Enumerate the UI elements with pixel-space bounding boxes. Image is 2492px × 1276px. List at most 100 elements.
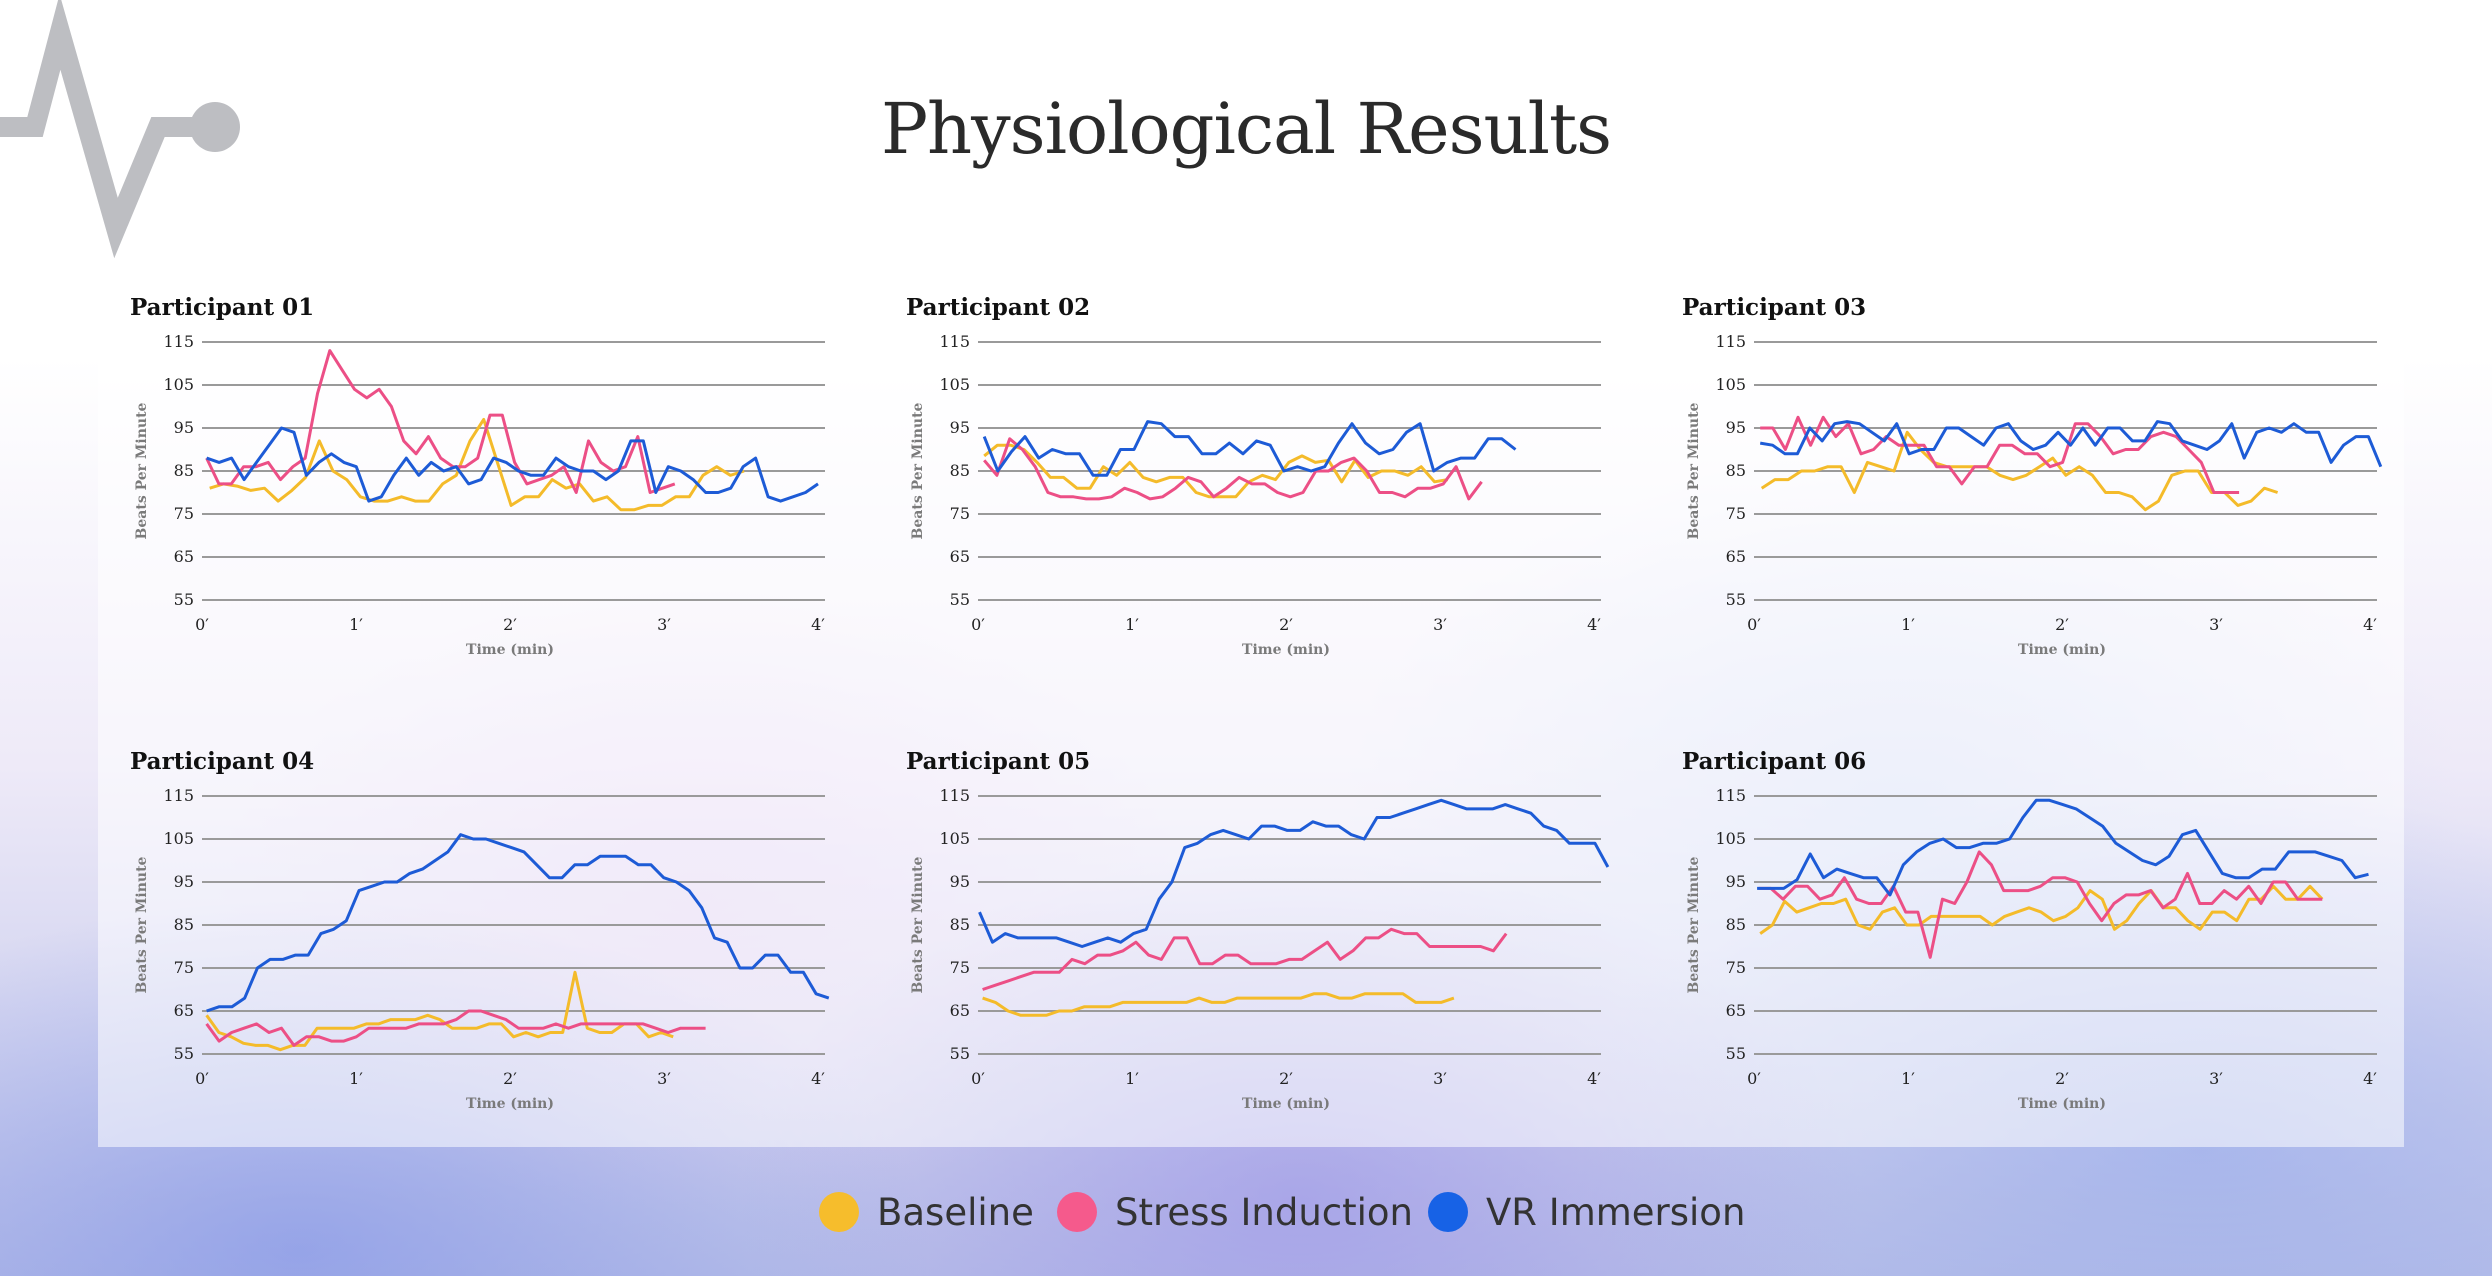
x-tick-label: 0′ bbox=[971, 615, 985, 634]
legend: Baseline Stress Induction VR Immersion bbox=[0, 1188, 2492, 1238]
chart-title: Participant 05 bbox=[906, 748, 1090, 775]
x-tick-label: 2′ bbox=[503, 615, 517, 634]
y-tick-label: 105 bbox=[163, 829, 194, 848]
y-tick-label: 65 bbox=[174, 547, 194, 566]
y-tick-label: 75 bbox=[1726, 504, 1746, 523]
series-line-vr-immersion bbox=[206, 426, 819, 503]
chart-title: Participant 02 bbox=[906, 294, 1090, 321]
x-tick-label: 2′ bbox=[2055, 1069, 2069, 1088]
y-tick-label: 105 bbox=[1715, 375, 1746, 394]
y-tick-label: 95 bbox=[950, 872, 970, 891]
chart-title: Participant 01 bbox=[130, 294, 314, 321]
series-line-vr-immersion bbox=[982, 420, 1517, 477]
chart-title: Participant 03 bbox=[1682, 294, 1866, 321]
y-tick-label: 85 bbox=[1726, 461, 1746, 480]
y-tick-label: 55 bbox=[1726, 590, 1746, 609]
y-tick-label: 115 bbox=[1715, 332, 1746, 351]
chart-title: Participant 06 bbox=[1682, 748, 1866, 775]
y-tick-label: 55 bbox=[174, 590, 194, 609]
chart-participant-4: Participant 04 55 65 75 85 95 105 115 0′ 1′ 2′ 3′ 4′… bbox=[130, 744, 850, 1144]
x-tick-label: 3′ bbox=[1433, 615, 1447, 634]
y-tick-label: 55 bbox=[950, 590, 970, 609]
x-tick-label: 3′ bbox=[2209, 615, 2223, 634]
y-tick-label: 115 bbox=[1715, 786, 1746, 805]
x-tick-label: 2′ bbox=[503, 1069, 517, 1088]
x-axis-label: Time (min) bbox=[466, 642, 554, 658]
series-line-stress-induction bbox=[205, 1009, 706, 1047]
page-title: Physiological Results bbox=[880, 88, 1612, 170]
series-line-vr-immersion bbox=[978, 798, 1610, 948]
y-tick-label: 65 bbox=[1726, 1001, 1746, 1020]
x-tick-label: 2′ bbox=[1279, 1069, 1293, 1088]
stress-swatch-icon bbox=[1057, 1192, 1097, 1232]
chart-participant-1: Participant 01 55 65 75 85 95 105 115 0′ 1′ 2′ 3′ 4′… bbox=[130, 290, 850, 690]
x-tick-label: 1′ bbox=[349, 1069, 363, 1088]
y-tick-label: 55 bbox=[950, 1044, 970, 1063]
y-tick-label: 85 bbox=[950, 915, 970, 934]
y-tick-label: 115 bbox=[163, 332, 194, 351]
logo-pulse-line bbox=[0, 0, 200, 259]
y-tick-label: 75 bbox=[174, 958, 194, 977]
y-axis-label: Beats Per Minute bbox=[1686, 402, 1702, 539]
y-tick-label: 105 bbox=[1715, 829, 1746, 848]
chart-participant-5: Participant 05 55 65 75 85 95 105 115 0′ 1′ 2′ 3′ 4′… bbox=[906, 744, 1626, 1144]
x-axis-label: Time (min) bbox=[1242, 642, 1330, 658]
chart-participant-6: Participant 06 55 65 75 85 95 105 115 0′ 1′ 2′ 3′ 4′… bbox=[1682, 744, 2402, 1144]
x-tick-label: 3′ bbox=[657, 615, 671, 634]
x-tick-label: 4′ bbox=[811, 1069, 825, 1088]
series-line-baseline bbox=[982, 992, 1455, 1017]
legend-item-stress-induction: Stress Induction bbox=[1057, 1188, 1413, 1236]
y-axis-label: Beats Per Minute bbox=[910, 402, 926, 539]
y-tick-label: 65 bbox=[174, 1001, 194, 1020]
y-tick-label: 65 bbox=[1726, 547, 1746, 566]
y-tick-label: 115 bbox=[939, 786, 970, 805]
x-tick-label: 1′ bbox=[349, 615, 363, 634]
x-tick-label: 0′ bbox=[195, 1069, 209, 1088]
series-line-stress-induction bbox=[983, 437, 1483, 501]
series-line-vr-immersion bbox=[206, 833, 830, 1013]
y-axis-label: Beats Per Minute bbox=[910, 856, 926, 993]
x-tick-label: 0′ bbox=[195, 615, 209, 634]
x-tick-label: 2′ bbox=[2055, 615, 2069, 634]
x-tick-label: 1′ bbox=[1901, 1069, 1915, 1088]
y-tick-label: 95 bbox=[1726, 418, 1746, 437]
series-line-stress-induction bbox=[1758, 850, 2323, 959]
series-line-baseline bbox=[1760, 430, 2279, 512]
line-chart: Participant 05 55 65 75 85 95 105 115 0′ 1′ 2′ 3′ 4′… bbox=[906, 748, 1610, 1112]
legend-item-baseline: Baseline bbox=[819, 1188, 1034, 1236]
x-tick-label: 4′ bbox=[1587, 1069, 1601, 1088]
x-tick-label: 0′ bbox=[1747, 1069, 1761, 1088]
x-tick-label: 3′ bbox=[1433, 1069, 1447, 1088]
y-tick-label: 105 bbox=[939, 829, 970, 848]
legend-label: Baseline bbox=[877, 1190, 1034, 1234]
baseline-swatch-icon bbox=[819, 1192, 859, 1232]
y-tick-label: 75 bbox=[1726, 958, 1746, 977]
y-tick-label: 85 bbox=[174, 461, 194, 480]
y-tick-label: 65 bbox=[950, 1001, 970, 1020]
y-tick-label: 105 bbox=[163, 375, 194, 394]
series-line-baseline bbox=[209, 417, 745, 512]
logo-dot bbox=[190, 102, 240, 152]
x-tick-label: 1′ bbox=[1901, 615, 1915, 634]
y-tick-label: 95 bbox=[950, 418, 970, 437]
x-tick-label: 0′ bbox=[1747, 615, 1761, 634]
y-tick-label: 65 bbox=[950, 547, 970, 566]
line-chart: Participant 06 55 65 75 85 95 105 115 0′ 1′ 2′ 3′ 4′… bbox=[1682, 748, 2377, 1112]
series-line-stress-induction bbox=[982, 927, 1508, 991]
series-line-baseline bbox=[205, 970, 674, 1052]
line-chart: Participant 04 55 65 75 85 95 105 115 0′ 1′ 2′ 3′ 4′… bbox=[130, 748, 830, 1112]
x-tick-label: 1′ bbox=[1125, 1069, 1139, 1088]
x-axis-label: Time (min) bbox=[2018, 1096, 2106, 1112]
y-tick-label: 75 bbox=[950, 958, 970, 977]
y-tick-label: 75 bbox=[950, 504, 970, 523]
series-line-vr-immersion bbox=[1757, 798, 2369, 897]
y-tick-label: 85 bbox=[1726, 915, 1746, 934]
y-tick-label: 115 bbox=[163, 786, 194, 805]
y-tick-label: 75 bbox=[174, 504, 194, 523]
vr-swatch-icon bbox=[1428, 1192, 1468, 1232]
y-tick-label: 105 bbox=[939, 375, 970, 394]
series-line-vr-immersion bbox=[1759, 420, 2383, 468]
line-chart: Participant 03 55 65 75 85 95 105 115 0′ 1′ 2′ 3′ 4′… bbox=[1682, 294, 2383, 658]
y-tick-label: 85 bbox=[174, 915, 194, 934]
x-tick-label: 4′ bbox=[2363, 615, 2377, 634]
